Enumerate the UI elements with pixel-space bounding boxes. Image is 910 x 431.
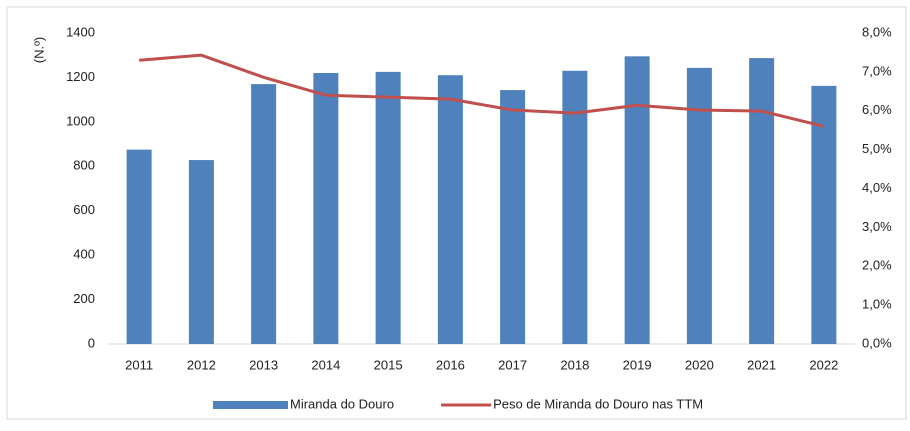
x-tick-label: 2011 — [125, 357, 153, 372]
x-tick-label: 2013 — [249, 357, 278, 372]
y2-tick-label: 7,0% — [862, 63, 892, 78]
y-tick-label: 1000 — [66, 113, 95, 128]
y2-tick-label: 1,0% — [862, 297, 892, 312]
bar — [251, 84, 277, 344]
bar — [749, 58, 775, 344]
y2-tick-label: 2,0% — [862, 258, 892, 273]
y2-tick-label: 5,0% — [862, 141, 892, 156]
bar — [500, 90, 526, 344]
legend-label: Miranda do Douro — [290, 396, 394, 411]
x-tick-label: 2020 — [685, 357, 714, 372]
y2-tick-label: 3,0% — [862, 219, 892, 234]
x-tick-label: 2018 — [560, 357, 589, 372]
bar — [375, 71, 401, 344]
bar — [437, 75, 463, 344]
y2-tick-label: 4,0% — [862, 180, 892, 195]
bar — [686, 67, 712, 344]
x-tick-label: 2017 — [498, 357, 527, 372]
bar — [188, 160, 214, 344]
x-tick-label: 2012 — [187, 357, 216, 372]
bar — [624, 56, 650, 344]
x-tick-label: 2015 — [374, 357, 403, 372]
y-axis-label: (N.º) — [31, 37, 46, 63]
bar — [562, 70, 588, 344]
legend-label: Peso de Miranda do Douro nas TTM — [493, 396, 703, 411]
y2-tick-label: 8,0% — [862, 24, 892, 39]
x-tick-label: 2022 — [809, 357, 838, 372]
line — [139, 53, 825, 128]
x-tick-label: 2019 — [623, 357, 652, 372]
bar — [313, 72, 339, 344]
y-tick-label: 600 — [73, 202, 95, 217]
y2-tick-label: 6,0% — [862, 102, 892, 117]
y-tick-label: 0 — [88, 335, 95, 350]
y-tick-label: 800 — [73, 158, 95, 173]
bar — [126, 149, 152, 344]
x-tick-label: 2016 — [436, 357, 465, 372]
y-tick-label: 200 — [73, 291, 95, 306]
legend-swatch — [213, 401, 288, 409]
y-tick-label: 1200 — [66, 69, 95, 84]
y-tick-label: 400 — [73, 247, 95, 262]
y2-tick-label: 0,0% — [862, 335, 892, 350]
y-tick-label: 1400 — [66, 24, 95, 39]
x-tick-label: 2014 — [311, 357, 340, 372]
bar — [811, 85, 837, 345]
x-tick-label: 2021 — [747, 357, 776, 372]
